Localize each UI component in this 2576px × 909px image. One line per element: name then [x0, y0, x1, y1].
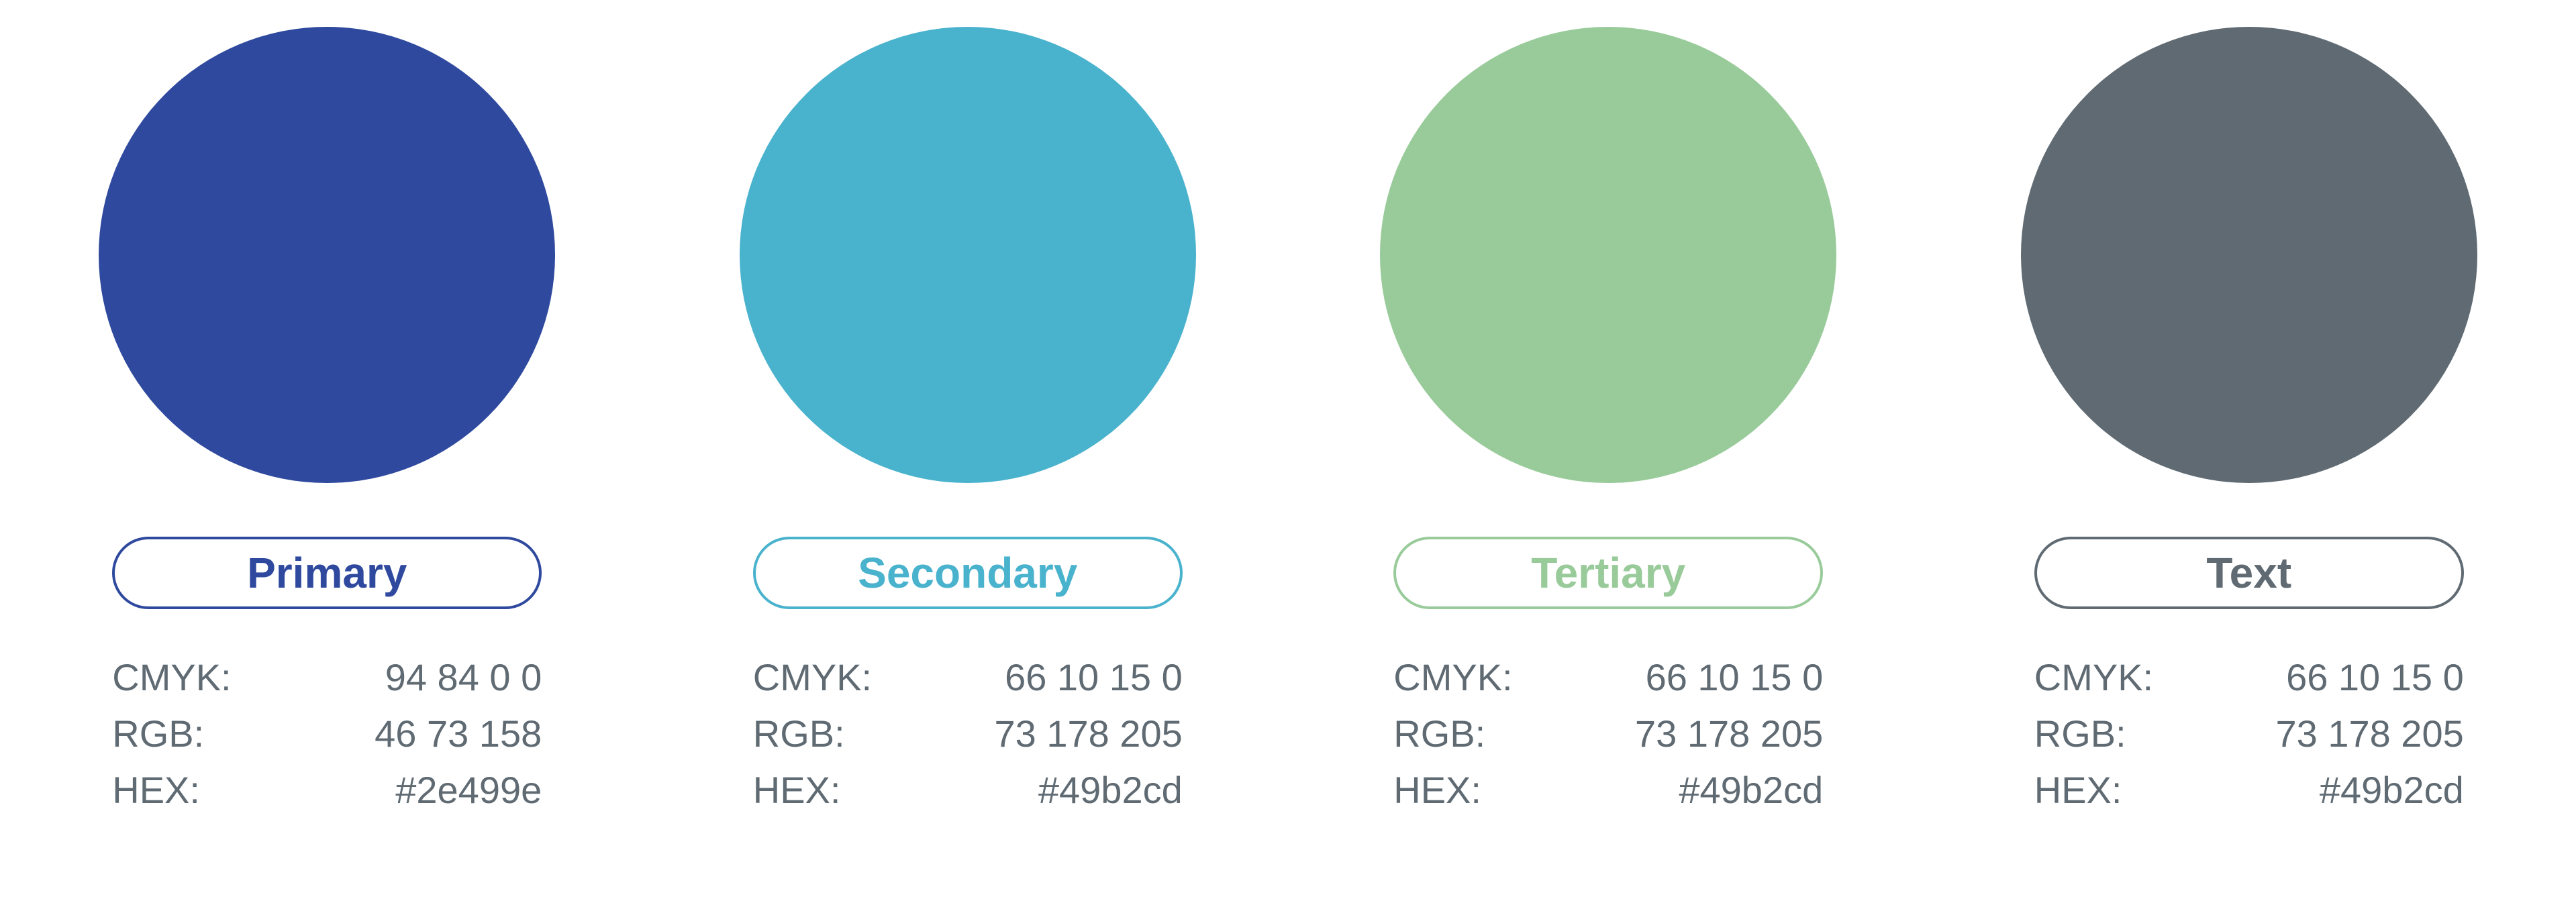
- spec-value-rgb: 73 178 205: [2275, 706, 2463, 762]
- spec-row-hex: HEX: #49b2cd: [753, 762, 1183, 818]
- swatch-specs-secondary: CMYK: 66 10 15 0 RGB: 73 178 205 HEX: #4…: [753, 649, 1183, 818]
- spec-row-cmyk: CMYK: 66 10 15 0: [2034, 649, 2464, 706]
- swatch-label-secondary: Secondary: [753, 537, 1183, 609]
- spec-label-hex: HEX:: [1393, 762, 1481, 818]
- spec-value-hex: #49b2cd: [1679, 762, 1823, 818]
- swatch-tertiary: Tertiary CMYK: 66 10 15 0 RGB: 73 178 20…: [1308, 27, 1909, 818]
- spec-label-rgb: RGB:: [112, 706, 204, 762]
- swatch-circle-text: [2021, 27, 2477, 483]
- swatch-label-primary: Primary: [112, 537, 542, 609]
- spec-value-hex: #49b2cd: [2320, 762, 2464, 818]
- spec-value-rgb: 73 178 205: [994, 706, 1182, 762]
- spec-row-cmyk: CMYK: 66 10 15 0: [1393, 649, 1823, 706]
- spec-label-cmyk: CMYK:: [2034, 649, 2153, 706]
- spec-value-hex: #2e499e: [395, 762, 542, 818]
- spec-row-cmyk: CMYK: 66 10 15 0: [753, 649, 1183, 706]
- swatch-text: Text CMYK: 66 10 15 0 RGB: 73 178 205 HE…: [1949, 27, 2550, 818]
- spec-label-hex: HEX:: [112, 762, 200, 818]
- swatch-circle-secondary: [740, 27, 1196, 483]
- swatch-specs-primary: CMYK: 94 84 0 0 RGB: 46 73 158 HEX: #2e4…: [112, 649, 542, 818]
- spec-value-hex: #49b2cd: [1038, 762, 1183, 818]
- spec-row-rgb: RGB: 73 178 205: [753, 706, 1183, 762]
- spec-label-cmyk: CMYK:: [1393, 649, 1512, 706]
- spec-label-hex: HEX:: [2034, 762, 2122, 818]
- spec-label-cmyk: CMYK:: [753, 649, 872, 706]
- swatch-primary: Primary CMYK: 94 84 0 0 RGB: 46 73 158 H…: [27, 27, 628, 818]
- spec-label-hex: HEX:: [753, 762, 841, 818]
- spec-label-rgb: RGB:: [2034, 706, 2126, 762]
- spec-row-rgb: RGB: 46 73 158: [112, 706, 542, 762]
- spec-value-cmyk: 66 10 15 0: [1005, 649, 1183, 706]
- spec-row-hex: HEX: #49b2cd: [2034, 762, 2464, 818]
- swatch-label-text: Text: [2034, 537, 2464, 609]
- spec-value-rgb: 73 178 205: [1635, 706, 1823, 762]
- color-palette-container: Primary CMYK: 94 84 0 0 RGB: 46 73 158 H…: [27, 27, 2549, 818]
- spec-row-cmyk: CMYK: 94 84 0 0: [112, 649, 542, 706]
- spec-row-rgb: RGB: 73 178 205: [1393, 706, 1823, 762]
- swatch-secondary: Secondary CMYK: 66 10 15 0 RGB: 73 178 2…: [668, 27, 1269, 818]
- spec-value-cmyk: 66 10 15 0: [1646, 649, 1824, 706]
- spec-row-rgb: RGB: 73 178 205: [2034, 706, 2464, 762]
- spec-label-rgb: RGB:: [753, 706, 845, 762]
- spec-row-hex: HEX: #49b2cd: [1393, 762, 1823, 818]
- spec-value-cmyk: 94 84 0 0: [385, 649, 542, 706]
- spec-label-cmyk: CMYK:: [112, 649, 231, 706]
- swatch-specs-tertiary: CMYK: 66 10 15 0 RGB: 73 178 205 HEX: #4…: [1393, 649, 1823, 818]
- spec-label-rgb: RGB:: [1393, 706, 1485, 762]
- swatch-circle-tertiary: [1380, 27, 1836, 483]
- spec-value-cmyk: 66 10 15 0: [2286, 649, 2464, 706]
- swatch-label-tertiary: Tertiary: [1393, 537, 1823, 609]
- swatch-circle-primary: [99, 27, 555, 483]
- spec-value-rgb: 46 73 158: [375, 706, 542, 762]
- spec-row-hex: HEX: #2e499e: [112, 762, 542, 818]
- swatch-specs-text: CMYK: 66 10 15 0 RGB: 73 178 205 HEX: #4…: [2034, 649, 2464, 818]
